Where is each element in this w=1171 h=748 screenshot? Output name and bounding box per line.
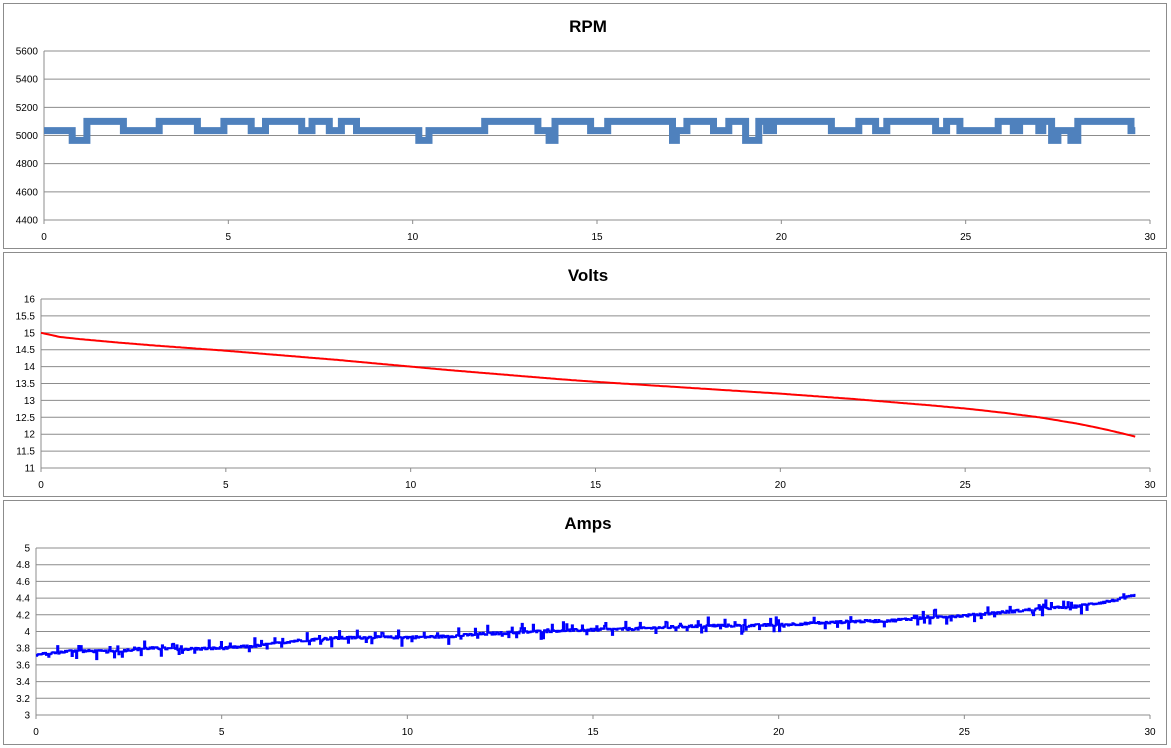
y-tick-label: 3.2 [16, 694, 30, 705]
x-tick-label: 20 [773, 727, 785, 738]
x-tick-label: 30 [1144, 480, 1156, 491]
rpm-series-line [44, 117, 1136, 144]
y-tick-label: 3 [24, 711, 30, 722]
y-tick-label: 3.4 [16, 677, 30, 688]
x-tick-label: 15 [591, 232, 603, 243]
y-tick-label: 11 [25, 464, 36, 475]
y-tick-label: 3.6 [16, 660, 30, 671]
y-tick-label: 15.5 [16, 311, 36, 322]
chart-title: Amps [564, 514, 611, 533]
x-tick-label: 20 [776, 232, 788, 243]
y-tick-label: 4.6 [16, 577, 30, 588]
x-tick-label: 15 [587, 727, 599, 738]
y-tick-label: 4 [24, 627, 30, 638]
x-tick-label: 5 [226, 232, 232, 243]
amps-series-line [36, 593, 1136, 661]
y-tick-label: 14.5 [16, 345, 36, 356]
y-tick-label: 4800 [16, 159, 39, 170]
y-tick-label: 4.8 [16, 560, 30, 571]
x-tick-label: 0 [41, 232, 47, 243]
x-tick-label: 30 [1144, 232, 1156, 243]
rpm-chart-panel: RPM 4400 4600 4800 5000 5200 5400 5600 0 5 10 15 20… [3, 3, 1167, 249]
x-tick-label: 10 [407, 232, 419, 243]
chart-title: RPM [569, 17, 607, 36]
y-tick-label: 11.5 [16, 447, 35, 458]
y-tick-label: 16 [24, 295, 36, 306]
x-tick-label: 0 [38, 480, 44, 491]
x-tick-label: 25 [960, 480, 972, 491]
volts-chart: Volts 11 11.5 12 12.5 13 13.5 14 14.5 15 15.5 16 0 5… [16, 266, 1156, 491]
x-tick-label: 25 [960, 232, 972, 243]
y-tick-label: 4600 [16, 187, 39, 198]
y-tick-label: 12 [24, 430, 36, 441]
x-tick-label: 20 [775, 480, 787, 491]
y-tick-label: 5600 [16, 47, 39, 58]
y-tick-label: 13 [24, 396, 36, 407]
y-tick-label: 14 [24, 362, 36, 373]
y-tick-label: 5000 [16, 131, 39, 142]
y-tick-label: 12.5 [16, 413, 36, 424]
y-tick-label: 4.2 [16, 610, 30, 621]
rpm-chart: RPM 4400 4600 4800 5000 5200 5400 5600 0 5 10 15 20… [16, 17, 1156, 243]
y-tick-label: 4400 [16, 216, 39, 227]
x-tick-label: 5 [223, 480, 229, 491]
y-tick-label: 3.8 [16, 644, 30, 655]
volts-series-line [40, 331, 1136, 438]
amps-chart: Amps 3 3.2 3.4 3.6 3.8 4 4.2 4.4 4.6 4.8 5 0 5 10 15 20… [16, 514, 1156, 738]
volts-chart-panel: Volts 11 11.5 12 12.5 13 13.5 14 14.5 15 15.5 16 0 5… [3, 252, 1167, 497]
y-tick-label: 5400 [16, 75, 39, 86]
x-tick-label: 25 [959, 727, 971, 738]
y-tick-label: 13.5 [16, 379, 36, 390]
x-tick-label: 5 [219, 727, 225, 738]
y-tick-label: 15 [24, 328, 36, 339]
chart-title: Volts [568, 266, 608, 285]
y-tick-label: 4.4 [16, 594, 30, 605]
x-tick-label: 10 [405, 480, 417, 491]
y-tick-label: 5 [24, 544, 30, 555]
amps-chart-panel: Amps 3 3.2 3.4 3.6 3.8 4 4.2 4.4 4.6 4.8 5 0 5 10 15 20… [3, 500, 1167, 745]
x-tick-label: 0 [33, 727, 39, 738]
x-tick-label: 10 [402, 727, 414, 738]
x-tick-label: 15 [590, 480, 602, 491]
x-tick-label: 30 [1144, 727, 1156, 738]
y-tick-label: 5200 [16, 103, 39, 114]
